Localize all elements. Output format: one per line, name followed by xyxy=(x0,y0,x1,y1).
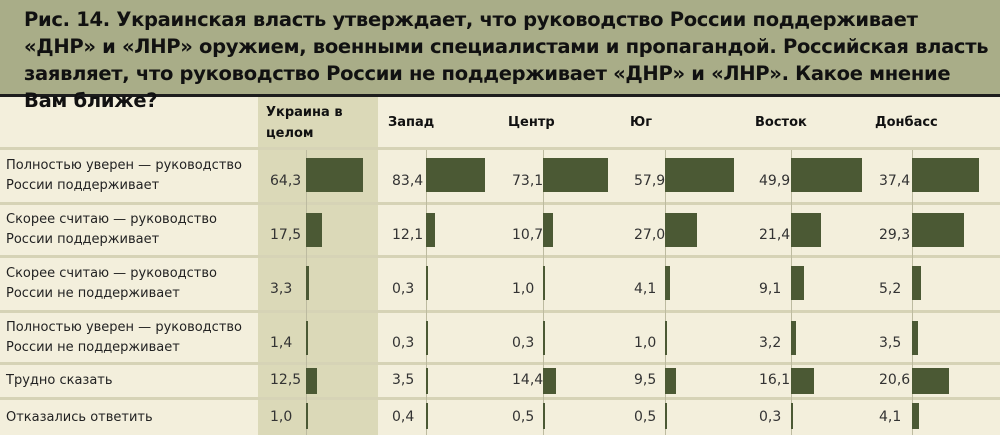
row-label: Полностью уверен — руководство России не… xyxy=(6,319,243,355)
bar xyxy=(306,403,308,429)
bar xyxy=(791,266,804,300)
data-label: 17,5 xyxy=(270,227,302,243)
data-label: 21,4 xyxy=(759,227,791,243)
row-separator xyxy=(0,147,1000,150)
row-label: Отказались ответить xyxy=(6,409,153,425)
column-header: Украина в целом xyxy=(266,105,343,141)
bar xyxy=(543,213,553,247)
bar xyxy=(791,321,796,355)
row-label: Скорее считаю — руководство России не по… xyxy=(6,266,217,301)
row-separator xyxy=(0,202,1000,205)
data-label: 3,3 xyxy=(270,281,293,297)
data-label: 0,5 xyxy=(634,408,657,425)
data-label: 0,4 xyxy=(392,408,415,425)
data-label: 3,2 xyxy=(759,334,782,351)
bar xyxy=(426,158,485,192)
data-label: 37,4 xyxy=(879,173,911,189)
data-label: 1,0 xyxy=(512,281,535,297)
bar xyxy=(665,158,734,192)
bar xyxy=(426,213,435,247)
bar xyxy=(306,213,322,247)
bar xyxy=(543,158,608,192)
bar xyxy=(791,213,822,247)
bar xyxy=(665,321,667,355)
chart-title: Рис. 14. Украинская власть утверждает, ч… xyxy=(24,8,989,112)
data-label: 1,0 xyxy=(634,334,657,351)
bar xyxy=(665,403,667,429)
data-label: 0,3 xyxy=(759,408,782,425)
data-label: 5,2 xyxy=(879,281,902,297)
column-header: Юг xyxy=(630,115,653,130)
bar xyxy=(306,368,318,394)
data-label: 0,3 xyxy=(512,334,535,351)
data-label: 57,9 xyxy=(634,173,666,189)
row-label: Скорее считаю — руководство России подде… xyxy=(6,212,217,247)
bar xyxy=(912,158,979,192)
row-separator xyxy=(0,255,1000,258)
data-label: 20,6 xyxy=(879,372,911,388)
bar xyxy=(791,368,814,394)
bar xyxy=(426,368,429,394)
bar xyxy=(665,368,677,394)
data-label: 14,4 xyxy=(512,372,544,388)
bar xyxy=(543,321,545,355)
data-label: 3,5 xyxy=(879,334,902,351)
data-label: 49,9 xyxy=(759,173,791,189)
bar xyxy=(543,266,545,300)
data-label: 10,7 xyxy=(512,227,544,243)
data-label: 16,1 xyxy=(759,372,791,388)
data-label: 4,1 xyxy=(634,281,657,297)
data-label: 29,3 xyxy=(879,227,911,243)
data-label: 0,5 xyxy=(512,408,535,425)
bar xyxy=(426,403,428,429)
row-label: Полностью уверен — руководство России по… xyxy=(6,158,243,193)
bar xyxy=(912,266,922,300)
data-label: 0,3 xyxy=(392,334,415,351)
bar xyxy=(543,403,545,429)
row-separator xyxy=(0,397,1000,400)
bar xyxy=(791,403,793,429)
data-label: 9,1 xyxy=(759,281,782,297)
row-label: Трудно сказать xyxy=(6,373,113,388)
bar xyxy=(306,266,309,300)
column-header: Запад xyxy=(388,115,435,130)
highlight-column-ukraine xyxy=(258,97,378,435)
bar xyxy=(306,158,363,192)
bar xyxy=(665,213,698,247)
title-band: Рис. 14. Украинская власть утверждает, ч… xyxy=(0,0,1000,112)
data-label: 27,0 xyxy=(634,227,666,243)
row-separator xyxy=(0,362,1000,365)
bar xyxy=(791,158,862,192)
bar xyxy=(912,403,920,429)
column-header: Центр xyxy=(508,115,555,130)
column-header: Донбасс xyxy=(875,115,938,130)
data-label: 83,4 xyxy=(392,173,424,189)
bar xyxy=(912,368,949,394)
data-label: 0,3 xyxy=(392,281,415,297)
column-header: Восток xyxy=(755,115,807,130)
data-label: 12,1 xyxy=(392,227,424,243)
bar xyxy=(426,321,428,355)
row-separator xyxy=(0,310,1000,313)
bar xyxy=(912,321,919,355)
data-label: 73,1 xyxy=(512,173,544,189)
bar xyxy=(426,266,428,300)
data-label: 1,0 xyxy=(270,408,293,425)
data-label: 9,5 xyxy=(634,372,657,388)
data-label: 3,5 xyxy=(392,372,415,388)
bar xyxy=(665,266,670,300)
bar xyxy=(543,368,556,394)
bar xyxy=(912,213,965,247)
data-label: 4,1 xyxy=(879,408,902,425)
bar xyxy=(306,321,308,355)
data-label: 64,3 xyxy=(270,173,302,189)
data-label: 12,5 xyxy=(270,372,302,388)
data-label: 1,4 xyxy=(270,334,293,351)
